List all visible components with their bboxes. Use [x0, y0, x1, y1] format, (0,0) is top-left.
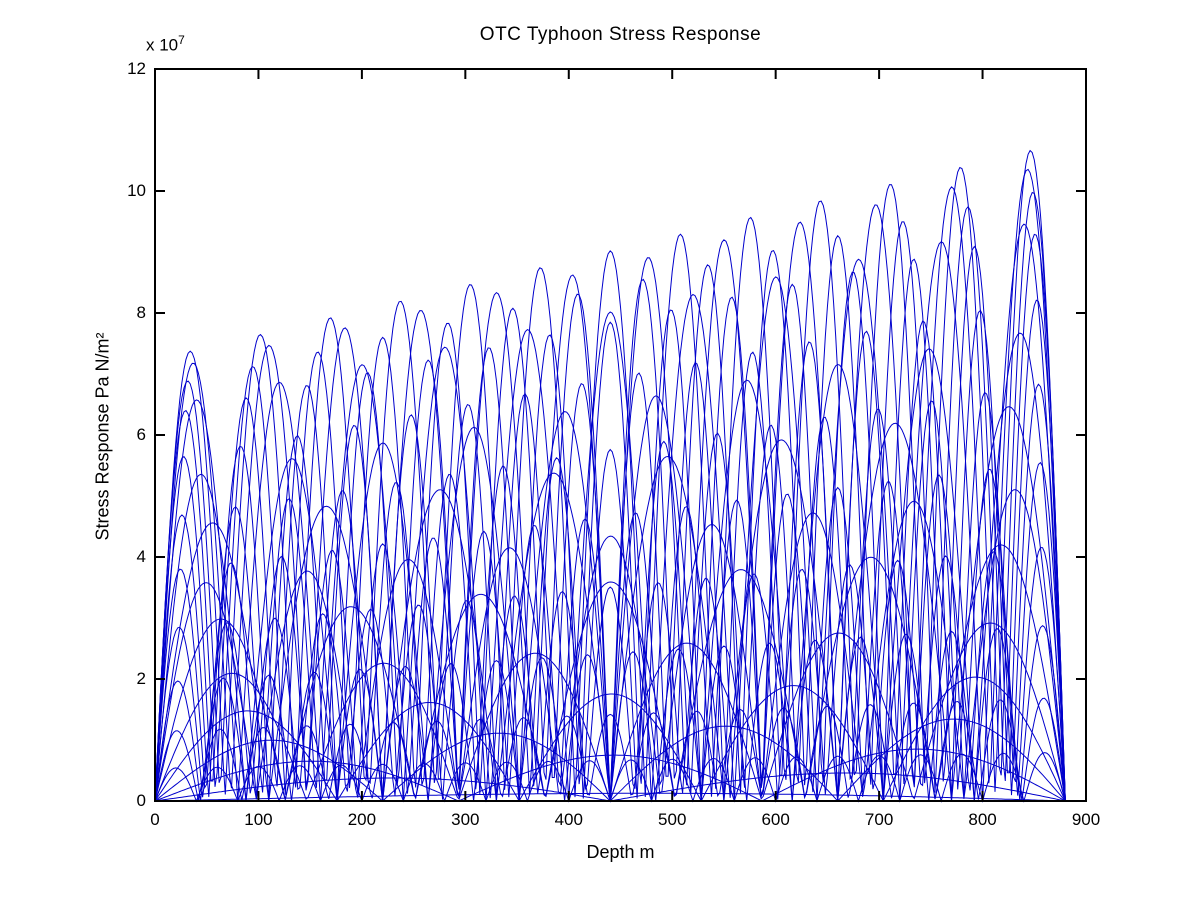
x-tick-label: 200 — [347, 810, 377, 829]
y-axis-scale-label: x 107 — [146, 33, 185, 56]
x-tick-label: 500 — [658, 810, 687, 829]
y-tick-label: 6 — [136, 425, 146, 444]
x-tick-label: 700 — [864, 810, 894, 829]
stress-curve-mode-21 — [154, 697, 1066, 802]
x-tick-label: 800 — [968, 810, 997, 829]
x-tick-label: 400 — [554, 810, 583, 829]
y-tick-label: 0 — [136, 791, 146, 810]
y-scale-prefix: x 10 — [146, 35, 179, 55]
stress-curve-mode-3 — [154, 748, 1066, 802]
x-tick-label: 100 — [244, 810, 273, 829]
y-tick-label: 2 — [136, 669, 146, 688]
y-tick-label: 4 — [136, 547, 146, 566]
stress-curve-mode-13 — [154, 149, 1066, 802]
stress-curve-mode-5 — [154, 676, 1066, 803]
chart-title: OTC Typhoon Stress Response — [479, 24, 762, 45]
x-tick-label: 0 — [150, 810, 160, 829]
x-tick-label: 600 — [761, 810, 790, 829]
stress-curve-mode-15 — [154, 233, 1066, 802]
y-scale-exponent: 7 — [178, 33, 185, 47]
x-tick-label: 900 — [1071, 810, 1101, 829]
stress-curve-mode-11 — [154, 223, 1066, 802]
x-axis-label: Depth m — [586, 842, 655, 862]
stress-curve-mode-19 — [154, 546, 1066, 802]
x-tick-label: 300 — [451, 810, 480, 829]
y-tick-label: 12 — [127, 59, 146, 78]
stress-curve-mode-17 — [154, 383, 1066, 802]
y-tick-label: 8 — [136, 303, 146, 322]
y-tick-label: 10 — [127, 181, 146, 200]
